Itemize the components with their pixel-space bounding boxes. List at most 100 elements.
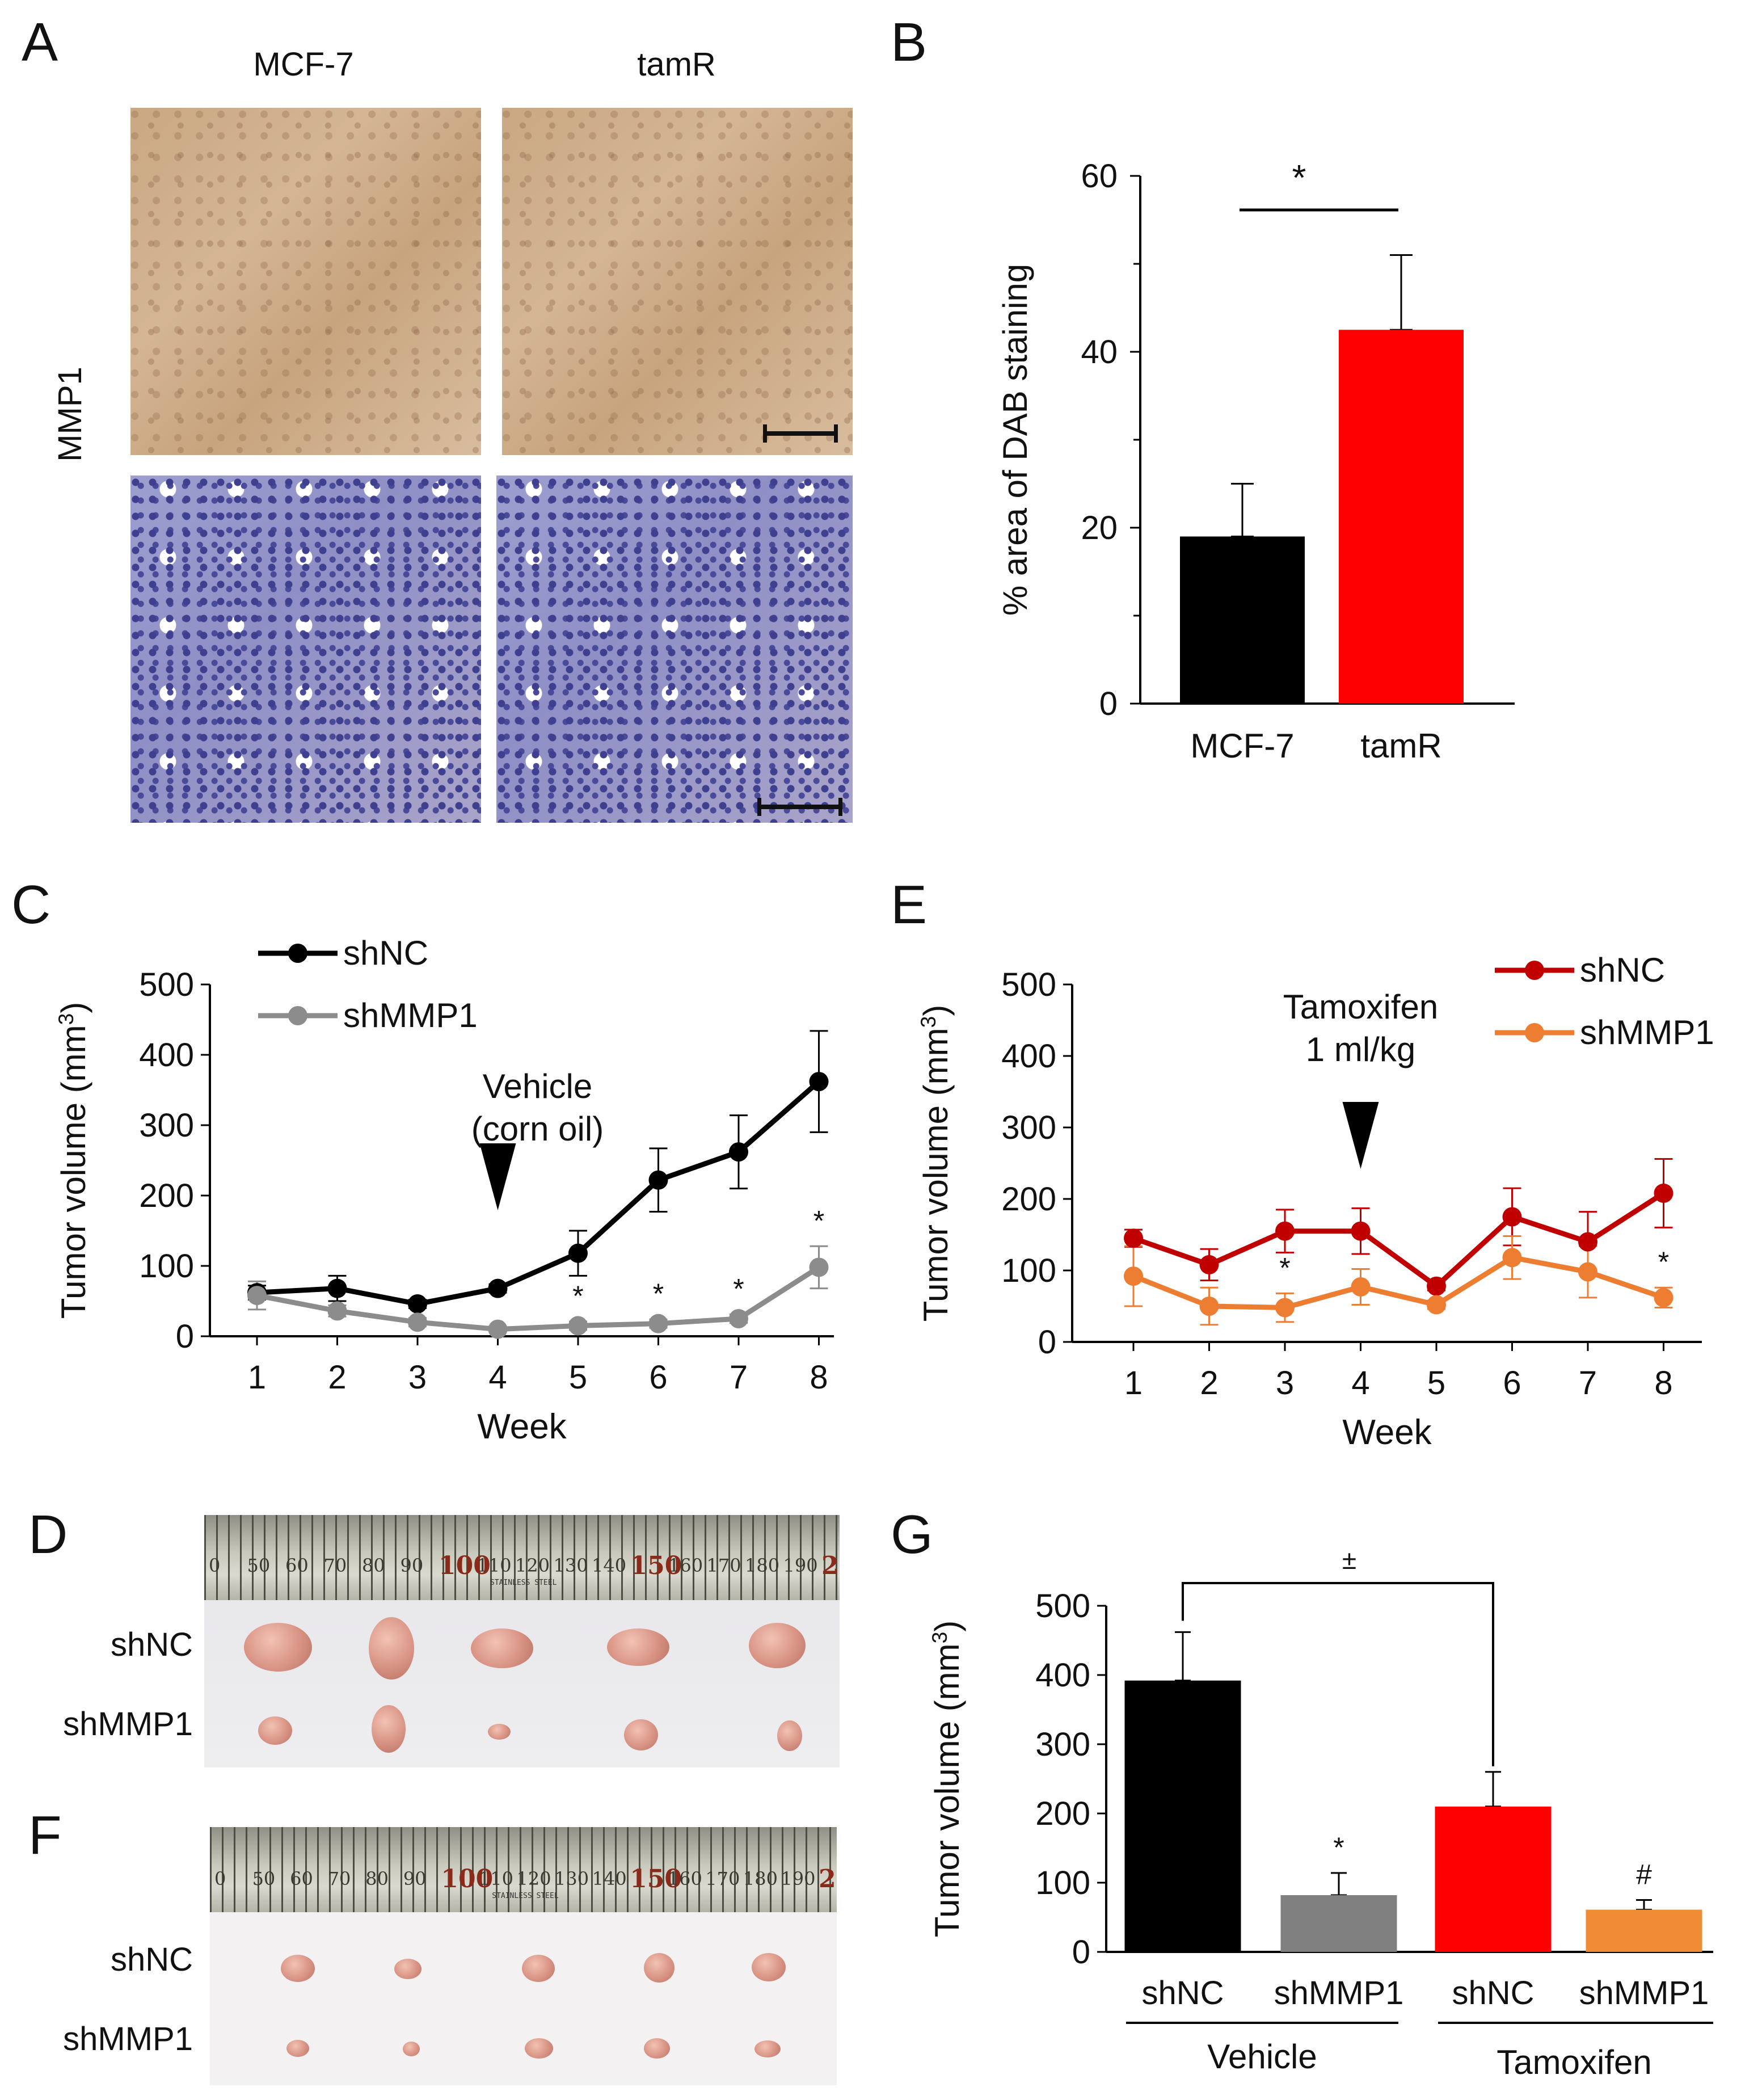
tumor [281, 1955, 315, 1982]
data-point-shnc [1351, 1221, 1371, 1241]
tumor [754, 2040, 781, 2057]
tumor [624, 1719, 658, 1750]
significance-star: * [653, 1278, 664, 1310]
micrograph-tamr-dab [502, 108, 853, 455]
y-tick-label: 400 [1001, 1038, 1056, 1075]
tumor [525, 2038, 553, 2059]
x-tick-label: tamR [1360, 727, 1441, 765]
ruler-number: 80 [365, 1868, 389, 1889]
y-tick-label: 100 [139, 1248, 194, 1285]
significance-star: * [813, 1205, 824, 1236]
y-tick-label: 200 [1035, 1795, 1090, 1832]
y-tick-label: 100 [1035, 1865, 1090, 1901]
ruler-number: 190 [783, 1555, 818, 1576]
tumor [522, 1955, 555, 1982]
data-point-shmmp1 [247, 1286, 267, 1306]
significance-star: * [1658, 1246, 1669, 1278]
x-tick-label: 3 [1276, 1365, 1294, 1402]
x-tick-label: 1 [248, 1359, 266, 1396]
ruler-number: 110 [478, 1868, 514, 1889]
y-tick-label: 40 [1081, 334, 1118, 371]
data-point-shnc [809, 1072, 829, 1092]
x-tick-label: 2 [328, 1359, 346, 1396]
x-axis-label: Week [1342, 1413, 1432, 1452]
significance-star: * [733, 1273, 744, 1305]
bar-shnc [1124, 1680, 1241, 1952]
legend-marker [288, 1006, 307, 1025]
ruler-number: 70 [327, 1868, 351, 1889]
group-label-vehicle: Vehicle [1207, 2038, 1317, 2076]
y-tick-label: 100 [1001, 1252, 1056, 1289]
significance-star: * [572, 1280, 583, 1312]
ruler-number: 140 [592, 1555, 627, 1576]
data-point-shmmp1 [648, 1314, 668, 1333]
tumor-photo-tamoxifen: 0 50 60 70 80 90 100 110 120 130 140 150 160 170 180 19… [210, 1827, 837, 2085]
chart-e: 0 100 200 300 400 500 1 2 3 4 5 6 7 8 Week Tumor volume… [916, 951, 1714, 1452]
tumor [752, 1953, 786, 1981]
significance-star: * [1292, 157, 1306, 198]
y-tick-label: 300 [139, 1107, 194, 1144]
data-point-shnc [1275, 1221, 1295, 1241]
col-label-mcf7: MCF-7 [253, 46, 354, 83]
x-tick-label: 1 [1124, 1365, 1143, 1402]
tumor [369, 1617, 414, 1680]
ruler-brand: STAINLESS STEEL [490, 1579, 557, 1587]
panel-label-c: C [11, 874, 51, 935]
data-point-shmmp1 [809, 1257, 829, 1277]
y-tick-label: 200 [139, 1177, 194, 1214]
x-tick-label: 8 [810, 1359, 828, 1396]
col-label-tamr: tamR [637, 46, 716, 83]
treatment-arrow [479, 1143, 516, 1210]
y-tick-label: 500 [139, 966, 194, 1003]
panel-label-g: G [891, 1504, 933, 1565]
ruler-number: 50 [247, 1555, 271, 1576]
y-tick-label: 0 [176, 1318, 194, 1355]
data-point-shmmp1 [408, 1312, 427, 1332]
tumor [394, 1959, 421, 1979]
data-point-shmmp1 [1427, 1295, 1446, 1315]
data-point-shmmp1 [1199, 1297, 1219, 1316]
tumor [286, 2040, 309, 2057]
ruler-number: 150 [630, 1551, 682, 1580]
legend-label-shnc: shNC [1580, 951, 1665, 989]
ruler-brand: STAINLESS STEEL [492, 1892, 559, 1900]
data-point-shnc [1578, 1232, 1597, 1252]
x-tick-label: shNC [1452, 1975, 1534, 2011]
data-point-shmmp1 [568, 1316, 588, 1336]
data-point-shnc [408, 1294, 427, 1314]
tumor [607, 1628, 669, 1666]
data-point-shnc [327, 1278, 347, 1298]
tumor-photo-vehicle: 0 50 60 70 80 90 100 110 120 130 140 150 160 170 180 19… [204, 1515, 840, 1767]
data-point-shmmp1 [729, 1309, 748, 1328]
legend-label-shmmp1: shMMP1 [343, 996, 478, 1034]
micrograph-tamr-hematoxylin [496, 475, 853, 823]
legend-label-shmmp1: shMMP1 [1580, 1013, 1714, 1051]
row-label-shmmp1: shMMP1 [63, 1706, 193, 1743]
x-tick-label: 7 [730, 1359, 748, 1396]
bar-shmmp1 [1586, 1909, 1702, 1952]
data-point-shnc [1199, 1255, 1219, 1274]
y-axis-label: Tumor volume (mm3) [916, 1005, 955, 1322]
bar-shnc [1435, 1806, 1552, 1952]
tumor [644, 2038, 670, 2059]
x-tick-label: 6 [649, 1359, 667, 1396]
bar-tamr [1339, 330, 1464, 704]
data-point-shmmp1 [1124, 1266, 1143, 1286]
data-point-shnc [648, 1170, 668, 1190]
x-tick-label: MCF-7 [1190, 727, 1294, 765]
y-tick-label: 500 [1001, 966, 1056, 1003]
row-label-mmp1: MMP1 [52, 367, 88, 462]
ruler-number: 60 [290, 1868, 313, 1889]
ruler-number: 60 [285, 1555, 309, 1576]
treatment-label: 1 ml/kg [1306, 1030, 1415, 1068]
micrograph-mcf7-dab [130, 108, 481, 455]
data-point-shmmp1 [1578, 1262, 1597, 1282]
ruler-number: 170 [705, 1868, 740, 1889]
ruler-number: 100 [441, 1865, 494, 1893]
bar-shmmp1 [1280, 1895, 1397, 1952]
panel-label-d: D [28, 1504, 68, 1565]
tumor [488, 1724, 511, 1740]
x-tick-label: 7 [1579, 1365, 1597, 1402]
data-point-shmmp1 [1275, 1298, 1295, 1318]
ruler-number: 190 [781, 1868, 816, 1889]
